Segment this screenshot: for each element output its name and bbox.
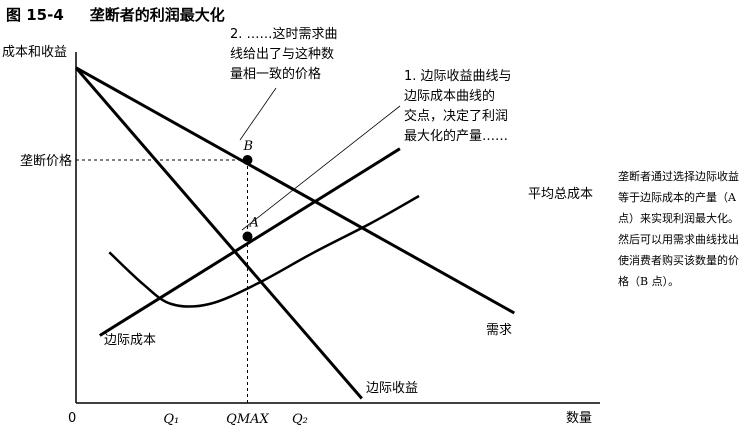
demand-curve [75,66,516,315]
figure-title: 图 15-4 垄断者的利润最大化 [6,4,225,25]
figure-number: 图 15-4 [6,6,64,24]
marginal-cost-curve [99,147,401,337]
annotation-1: 1. 边际收益曲线与 边际成本曲线的 交点，决定了利润 最大化的产量…… [404,69,516,144]
average-total-cost-label: 平均总成本 [528,187,593,202]
x-tick-q1: Q₁ [163,412,179,427]
origin-label: 0 [68,411,76,426]
point-a-label: A [248,216,258,231]
point-a-marker [242,231,253,242]
x-tick-q2: Q₂ [292,412,308,427]
marginal-revenue-curve [74,66,363,400]
x-tick-qmax: QMAX [226,412,269,427]
y-axis-label: 成本和收益 [2,45,67,60]
figure-caption: 垄断者通过选择边际收益等于边际成本的产量（A 点）来实现利润最大化。然后可以用需… [618,170,739,288]
figure-title-text: 垄断者的利润最大化 [89,6,225,24]
annotation-1-leader [241,105,401,231]
x-axis-label: 数量 [566,411,592,426]
point-b-marker [242,155,253,165]
average-total-cost-curve [108,194,420,308]
marginal-cost-label: 边际成本 [104,333,156,348]
y-tick-monopoly-price: 垄断价格 [20,153,72,169]
annotation-2-leader [239,87,277,141]
point-b-label: B [242,139,253,154]
marginal-revenue-label: 边际收益 [366,381,418,396]
annotation-2: 2. ……这时需求曲 线给出了与这种数 量相一致的价格 [230,26,342,82]
demand-label: 需求 [486,323,512,338]
